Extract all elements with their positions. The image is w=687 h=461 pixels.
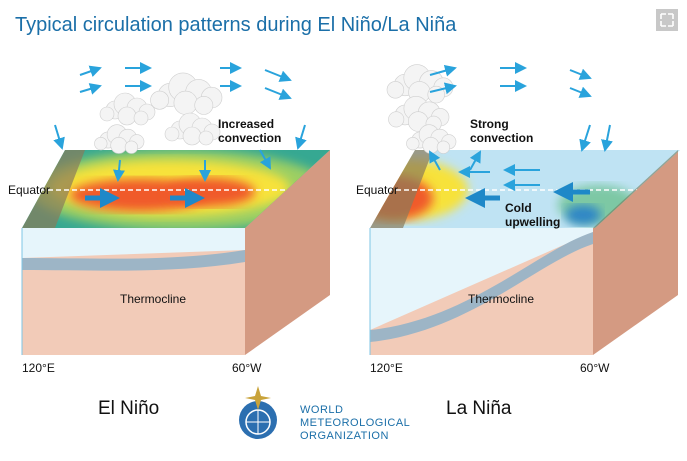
wind-arrow <box>79 65 102 77</box>
east-longitude: 60°W <box>232 361 262 375</box>
annotation: convection <box>218 131 281 145</box>
land-west <box>370 150 433 228</box>
annotation: Increased <box>218 117 274 131</box>
equator-label: Equator <box>8 183 50 197</box>
wind-arrow <box>469 150 481 171</box>
wmo-logo <box>239 386 277 439</box>
land-east <box>593 150 678 228</box>
side-face <box>593 150 678 355</box>
cloud-puff <box>164 126 180 142</box>
wind-arrow <box>569 86 592 98</box>
cloud-puff <box>94 137 108 151</box>
wind-arrow <box>569 68 592 80</box>
sea-surface <box>22 150 330 228</box>
thermocline-label: Thermocline <box>120 292 186 306</box>
wind-arrow <box>579 124 591 152</box>
wind-arrow <box>429 64 457 77</box>
wind-arrow <box>295 124 307 150</box>
wind-arrow <box>429 150 441 171</box>
upper-water <box>22 228 245 258</box>
west-longitude: 120°E <box>22 361 55 375</box>
sea-temperature <box>165 178 255 206</box>
panel-illustration <box>21 62 330 355</box>
page-title: Typical circulation patterns during El N… <box>15 14 457 36</box>
logo-text: METEOROLOGICAL <box>300 417 410 429</box>
wind-arrow <box>79 83 102 95</box>
annotation: Strong <box>470 117 509 131</box>
cloud-puff <box>198 130 214 146</box>
cloud-puff <box>133 110 149 126</box>
panel-title: La Niña <box>446 398 512 419</box>
cloud-puff <box>194 96 214 115</box>
annotation: upwelling <box>505 215 560 229</box>
wind-arrow <box>259 149 271 170</box>
land-east <box>245 150 330 228</box>
cloud-puff <box>150 90 170 110</box>
expand-button[interactable] <box>656 9 678 31</box>
cloud-puff <box>422 136 440 154</box>
cloud-puff <box>110 136 128 154</box>
thermocline-label: Thermocline <box>468 292 534 306</box>
land-west <box>22 150 85 228</box>
wind-arrow <box>113 159 125 182</box>
labels: Equator Thermocline 120°E 60°W El Niño Increa… <box>8 117 610 442</box>
annotation: Cold <box>505 201 532 215</box>
cloud-puff <box>436 140 451 154</box>
cloud-puff <box>388 111 405 128</box>
sea-temperature <box>565 205 601 225</box>
cloud-puff <box>406 137 420 151</box>
thermocline <box>22 250 245 271</box>
cloud-puff <box>124 140 138 154</box>
wind-arrow <box>264 69 292 82</box>
cloud-puff <box>99 106 115 122</box>
cloud-puff <box>386 81 405 99</box>
logo-text: WORLD <box>300 404 343 416</box>
cloud-puff <box>117 106 137 126</box>
thermocline <box>370 232 593 342</box>
cloud-puff <box>182 126 202 146</box>
panel-title: El Niño <box>98 398 159 419</box>
illustrations <box>21 62 680 355</box>
wind-arrow <box>53 124 65 150</box>
east-longitude: 60°W <box>580 361 610 375</box>
cloud-puff <box>173 90 198 115</box>
wind-arrow <box>264 87 292 100</box>
side-face <box>245 150 330 355</box>
logo-text: ORGANIZATION <box>300 430 389 442</box>
west-longitude: 120°E <box>370 361 403 375</box>
equator-label: Equator <box>356 183 398 197</box>
wind-arrow <box>429 82 457 95</box>
upper-water <box>370 228 593 330</box>
annotation: convection <box>470 131 533 145</box>
wind-arrow <box>601 124 613 152</box>
